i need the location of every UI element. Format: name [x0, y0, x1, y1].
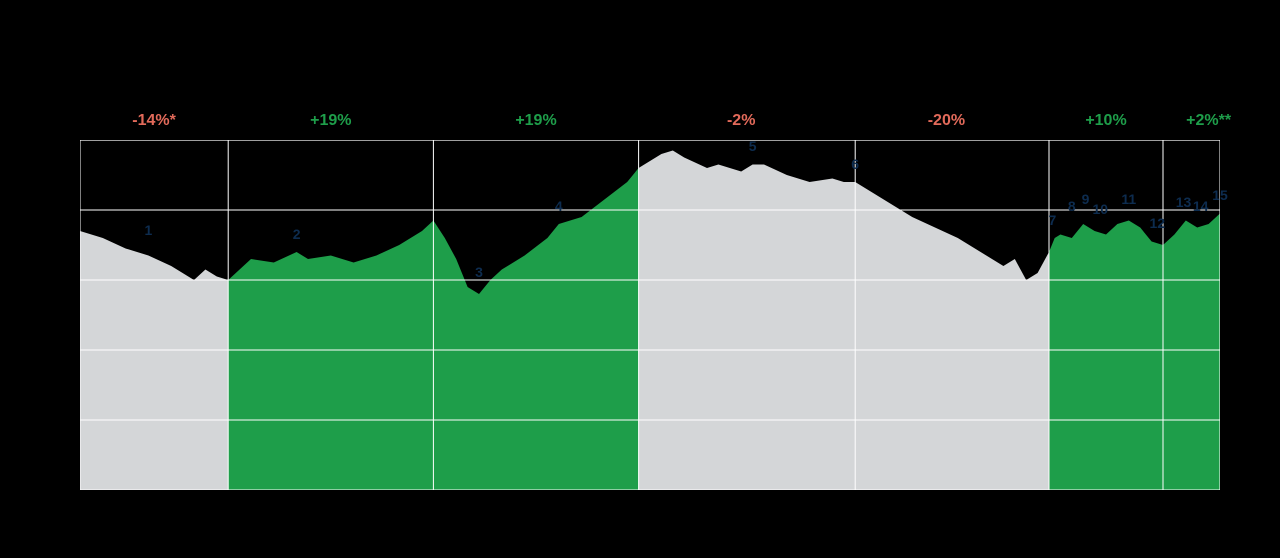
point-label: 14 — [1193, 198, 1209, 214]
point-label: 2 — [293, 226, 301, 242]
segment-pct-label: +10% — [1085, 112, 1126, 130]
point-label: 5 — [749, 138, 757, 154]
segment-pct-label: +19% — [515, 112, 556, 130]
segment-pct-label: -14%* — [132, 112, 176, 130]
point-label: 15 — [1212, 187, 1228, 203]
point-label: 4 — [555, 198, 563, 214]
area-chart: -14%*+19%+19%-2%-20%+10%+2%** 1234567891… — [80, 140, 1220, 490]
segment-pct-label: -20% — [928, 112, 965, 130]
point-label: 13 — [1176, 194, 1192, 210]
point-label: 6 — [851, 156, 859, 172]
point-label: 12 — [1150, 215, 1166, 231]
point-label: 3 — [475, 264, 483, 280]
segment-pct-label: -2% — [727, 112, 755, 130]
point-label: 9 — [1082, 191, 1090, 207]
point-label: 11 — [1121, 191, 1136, 207]
segment-pct-label: +19% — [310, 112, 351, 130]
point-label: 7 — [1049, 212, 1057, 228]
point-label: 1 — [144, 222, 152, 238]
point-label: 8 — [1068, 198, 1076, 214]
point-label: 10 — [1093, 201, 1109, 217]
chart-svg — [80, 140, 1220, 490]
segment-pct-label: +2%** — [1186, 112, 1231, 130]
